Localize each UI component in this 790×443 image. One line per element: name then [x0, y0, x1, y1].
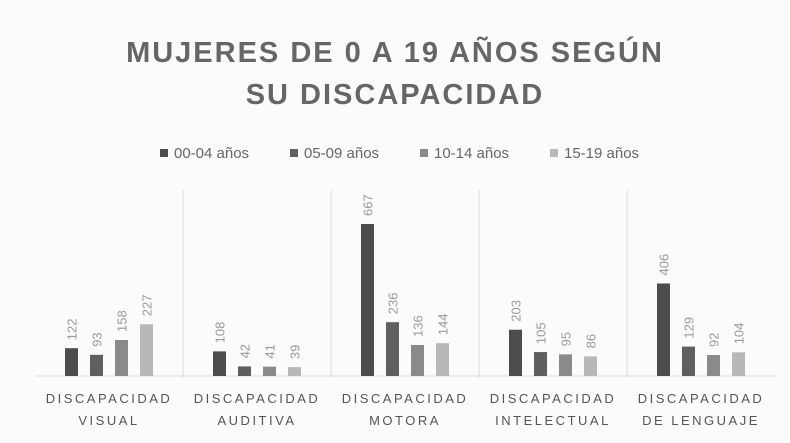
bar	[90, 354, 103, 376]
x-tick-label: DISCAPACIDAD DE LENGUAJE	[637, 391, 765, 428]
bar	[115, 339, 128, 376]
legend-label: 10-14 años	[434, 145, 509, 162]
data-label: 406	[657, 254, 672, 276]
bar	[436, 343, 449, 376]
bar	[361, 224, 374, 376]
legend-label: 05-09 años	[304, 145, 379, 162]
data-label: 93	[90, 332, 105, 346]
data-label: 227	[140, 295, 155, 317]
data-label: 667	[361, 194, 376, 216]
bar	[213, 351, 226, 376]
bar	[534, 352, 547, 376]
legend-label: 15-19 años	[564, 145, 639, 162]
data-label: 86	[584, 334, 599, 348]
data-label: 108	[213, 322, 228, 344]
bar	[559, 354, 572, 376]
bar	[707, 355, 720, 376]
x-tick-label: DISCAPACIDAD VISUAL	[45, 391, 173, 428]
bar	[509, 329, 522, 376]
legend-label: 00-04 años	[174, 145, 249, 162]
data-label: 158	[115, 310, 130, 332]
chart-title: MUJERES DE 0 A 19 AÑOS SEGÚN SU DISCAPAC…	[126, 37, 664, 111]
data-label: 42	[238, 344, 253, 358]
legend-swatch	[160, 149, 168, 157]
bar	[65, 348, 78, 376]
bar	[732, 352, 745, 376]
x-tick-label: DISCAPACIDAD AUDITIVA	[193, 391, 321, 428]
bar	[411, 345, 424, 376]
x-tick-label: DISCAPACIDAD INTELECTUAL	[489, 391, 617, 428]
bar	[288, 367, 301, 376]
bar	[682, 346, 695, 376]
legend-swatch	[290, 149, 298, 157]
data-label: 122	[65, 318, 80, 340]
data-label: 41	[263, 344, 278, 358]
data-label: 39	[288, 345, 303, 359]
bar	[386, 322, 399, 376]
data-label: 236	[386, 293, 401, 315]
data-label: 129	[682, 317, 697, 339]
x-tick-label: DISCAPACIDAD MOTORA	[341, 391, 469, 428]
data-label: 95	[559, 332, 574, 346]
bar	[140, 324, 153, 376]
bar	[657, 283, 670, 376]
legend-swatch	[420, 149, 428, 157]
data-label: 203	[509, 300, 524, 322]
legend-swatch	[550, 149, 558, 157]
bar	[584, 356, 597, 376]
data-label: 92	[707, 333, 722, 347]
data-label: 136	[411, 315, 426, 337]
bar	[263, 366, 276, 376]
data-label: 105	[534, 322, 549, 344]
data-label: 104	[732, 323, 747, 345]
data-label: 144	[436, 313, 451, 335]
bar	[238, 366, 251, 376]
